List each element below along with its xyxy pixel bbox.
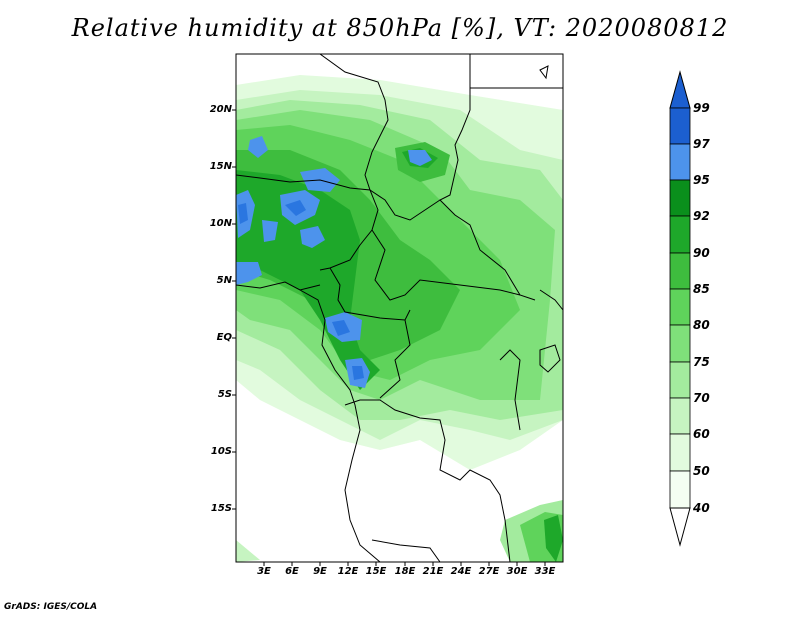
lon-label: 18E xyxy=(394,566,416,577)
lon-label: 12E xyxy=(337,566,359,577)
lat-label: 5N xyxy=(216,275,232,286)
lat-label: 15S xyxy=(210,503,232,514)
lon-label: 33E xyxy=(534,566,556,577)
lat-label: 10N xyxy=(209,218,232,229)
country-borders xyxy=(236,54,563,562)
lat-label: 15N xyxy=(209,161,232,172)
humidity-field xyxy=(236,54,563,562)
lon-label: 3E xyxy=(257,566,271,577)
lon-label: 21E xyxy=(422,566,444,577)
map-frame xyxy=(235,53,564,563)
colorbar-label: 85 xyxy=(693,282,710,296)
colorbar-label: 75 xyxy=(693,355,710,369)
colorbar-label: 80 xyxy=(693,318,710,332)
colorbar-label: 95 xyxy=(693,173,710,187)
lon-label: 9E xyxy=(313,566,327,577)
lat-label: 10S xyxy=(210,446,232,457)
colorbar-label: 70 xyxy=(693,391,710,405)
lon-label: 30E xyxy=(506,566,528,577)
colorbar-label: 60 xyxy=(693,427,710,441)
colorbar-label: 40 xyxy=(693,501,710,515)
chart-title: Relative humidity at 850hPa [%], VT: 202… xyxy=(71,14,729,42)
lat-label: EQ xyxy=(216,332,232,343)
colorbar xyxy=(669,70,691,547)
lon-label: 24E xyxy=(450,566,472,577)
colorbar-label: 97 xyxy=(693,137,710,151)
colorbar-label: 90 xyxy=(693,246,710,260)
colorbar-label: 50 xyxy=(693,464,710,478)
lon-label: 6E xyxy=(285,566,299,577)
lat-label: 20N xyxy=(209,104,232,115)
credit-text: GrADS: IGES/COLA xyxy=(4,602,98,612)
lon-label: 15E xyxy=(365,566,387,577)
colorbar-label: 99 xyxy=(693,101,710,115)
lat-label: 5S xyxy=(217,389,232,400)
axis-ticks xyxy=(232,109,546,566)
colorbar-label: 92 xyxy=(693,209,710,223)
lon-label: 27E xyxy=(478,566,500,577)
